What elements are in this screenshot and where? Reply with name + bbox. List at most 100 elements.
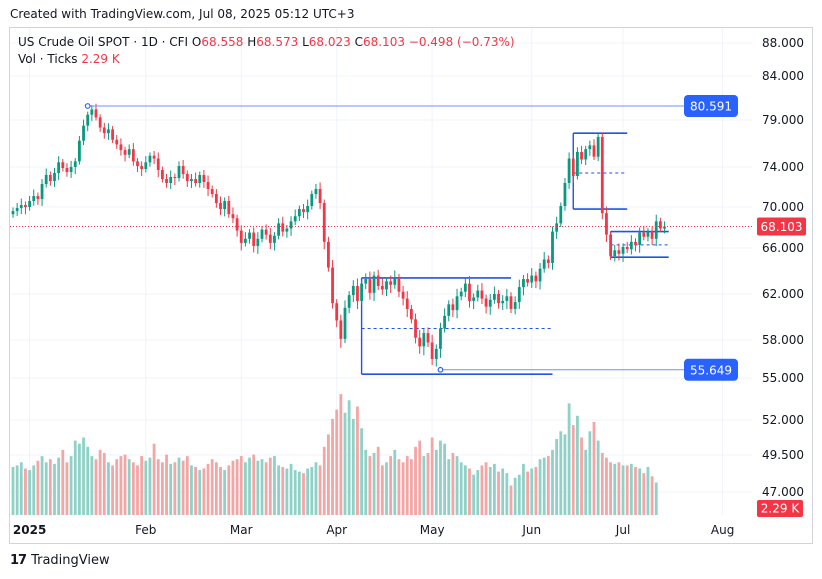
volume-bar	[592, 422, 596, 515]
volume-bar	[123, 454, 127, 515]
candle-body	[318, 189, 322, 203]
candle-body	[98, 117, 102, 128]
volume-bar	[596, 440, 600, 515]
candle-body	[11, 211, 15, 215]
price-tick-label: 52.000	[762, 413, 804, 427]
volume-bar	[509, 485, 513, 515]
volume-bar	[198, 470, 202, 515]
change-value: −0.498 (−0.73%)	[408, 35, 515, 49]
price-ray-badge	[684, 94, 738, 117]
volume-badge-value: 2.29 K	[761, 502, 801, 516]
volume-bar	[190, 465, 193, 515]
volume-bar	[393, 449, 397, 515]
candle-body	[285, 228, 289, 232]
candle-body	[571, 158, 575, 176]
volume-bar	[584, 449, 588, 515]
volume-bar	[605, 457, 608, 515]
candle-body	[306, 206, 310, 213]
candle-body	[418, 337, 422, 347]
time-axis[interactable]: 2025 Feb Mar Apr May Jun Jul Aug	[13, 523, 734, 537]
price-tick-label: 49.500	[762, 448, 804, 462]
tradingview-logo[interactable]: 17 TradingView	[10, 553, 110, 568]
candle-body	[78, 140, 81, 162]
volume-bar	[609, 462, 612, 515]
volume-bar	[90, 456, 94, 515]
volume-bar	[364, 449, 368, 515]
candle-body	[194, 179, 197, 183]
volume-bar	[493, 463, 496, 515]
volume-bar	[513, 477, 517, 515]
candle-body	[459, 291, 463, 297]
candle-body	[401, 291, 405, 299]
volume-bar	[177, 457, 181, 515]
volume-bar	[57, 457, 61, 515]
open-value: 68.558	[201, 35, 244, 49]
candle-body	[144, 162, 148, 169]
volume-bar	[339, 394, 343, 515]
volume-bar	[53, 463, 56, 515]
candle-body	[410, 308, 413, 320]
candle-body	[223, 201, 227, 210]
candle-body	[82, 125, 85, 141]
candle-body	[563, 183, 567, 206]
volume-bar	[310, 466, 314, 515]
volume-bar	[555, 439, 559, 515]
volume-bar	[642, 473, 646, 515]
candle-body	[430, 342, 434, 359]
volume-bars	[11, 394, 658, 515]
volume-bar	[621, 465, 625, 515]
volume-bar	[165, 454, 168, 515]
volume-bar	[297, 471, 301, 515]
volume-bar	[530, 468, 534, 515]
volume-bar	[260, 459, 264, 515]
candle-body	[24, 205, 27, 207]
volume-bar	[28, 470, 31, 515]
volume-bar	[285, 468, 289, 515]
volume-bar	[322, 446, 326, 515]
candle-body	[169, 177, 173, 183]
price-tick-label: 70.000	[762, 200, 804, 214]
volume-bar	[505, 473, 509, 515]
candle-body	[231, 214, 235, 219]
volume-bar	[646, 466, 650, 515]
symbol-name[interactable]: US Crude Oil SPOT · 1D · CFI	[18, 35, 189, 49]
candle-body	[426, 333, 430, 343]
candle-body	[385, 281, 388, 290]
candle-body	[376, 275, 380, 286]
volume-bar	[219, 466, 222, 515]
time-axis-label: Mar	[230, 523, 253, 537]
candle-body	[202, 175, 206, 182]
candle-body	[501, 300, 505, 304]
volume-label[interactable]: Vol · Ticks	[18, 52, 78, 66]
volume-bar	[625, 465, 629, 515]
candle-body	[322, 203, 326, 242]
time-axis-label: Jun	[521, 523, 541, 537]
candle-body	[297, 209, 301, 217]
volume-bar	[376, 446, 380, 515]
candle-body	[364, 279, 368, 284]
candle-body	[634, 241, 637, 245]
volume-bar	[542, 457, 546, 515]
candle-body	[360, 283, 363, 301]
volume-bar	[214, 462, 218, 515]
volume-bar	[629, 463, 633, 515]
volume-bar	[405, 456, 409, 515]
volume-bar	[136, 465, 139, 515]
candle-body	[451, 304, 455, 311]
price-rays[interactable]: 80.591 55.649	[84, 94, 738, 381]
candle-body	[414, 319, 417, 338]
time-axis-label: May	[420, 523, 445, 537]
volume-bar	[434, 449, 438, 515]
candle-body	[177, 166, 181, 178]
volume-bar	[327, 434, 330, 515]
candle-body	[260, 229, 264, 239]
chart-frame[interactable]	[9, 27, 813, 544]
candle-body	[530, 275, 534, 283]
volume-bar	[501, 468, 505, 515]
volume-bar	[161, 462, 164, 515]
price-axis[interactable]: 88.000 84.000 79.000 74.000 70.000 66.000 62.0…	[10, 36, 806, 517]
volume-bar	[426, 453, 430, 515]
time-axis-label: Jul	[615, 523, 630, 537]
candle-body	[244, 238, 247, 243]
